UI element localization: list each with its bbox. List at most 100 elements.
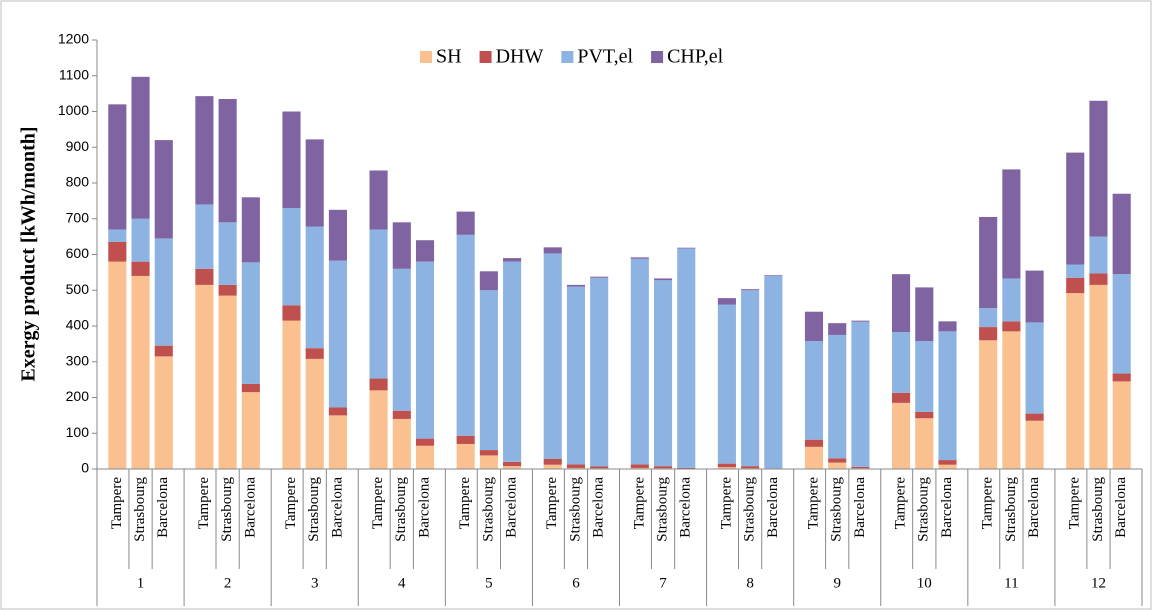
x-tick-label: Barcelona <box>939 477 955 538</box>
x-tick-label: Strasbourg <box>742 477 758 542</box>
bar-segment <box>851 321 870 467</box>
bar-segment <box>392 268 411 411</box>
bar-segment <box>566 467 586 469</box>
bar-segment <box>630 258 649 465</box>
bar-segment <box>915 411 934 419</box>
legend-label: CHP,el <box>667 46 724 68</box>
bar-segment <box>677 248 696 468</box>
y-axis-label: Exergy product [kWh/month] <box>18 126 40 381</box>
bar-segment <box>415 445 435 469</box>
bar-segment <box>282 320 301 469</box>
bar-segment <box>241 262 260 384</box>
bar-segment <box>892 402 911 469</box>
bar-segment <box>677 467 696 469</box>
bar-segment <box>1066 293 1085 469</box>
x-tick-label: Strasbourg <box>1003 477 1019 542</box>
bar-segment <box>828 334 847 459</box>
bar-segment <box>108 241 127 262</box>
bar-segment <box>938 464 957 469</box>
bar-segment <box>328 415 347 469</box>
bar-segment <box>630 257 649 259</box>
bar-segment <box>1002 278 1021 322</box>
bar-segment <box>804 439 824 447</box>
bar-segment <box>979 216 998 309</box>
bar-segment <box>241 392 260 469</box>
bar-segment <box>1089 100 1108 237</box>
y-tick-label: 500 <box>66 281 90 297</box>
bar-segment <box>543 253 562 459</box>
bar-segment <box>804 341 824 440</box>
y-tick-label: 900 <box>66 138 90 154</box>
y-tick-label: 1000 <box>58 102 89 118</box>
bar-segment <box>979 308 998 328</box>
legend-swatch <box>479 51 492 63</box>
bar-segment <box>938 460 957 465</box>
bar-segment <box>108 104 127 230</box>
group-label: 9 <box>833 575 841 591</box>
x-tick-label: Tampere <box>1067 477 1083 530</box>
bar-segment <box>328 407 347 416</box>
x-tick-label: Strasbourg <box>829 477 845 542</box>
x-tick-label: Barcelona <box>1026 477 1042 538</box>
bar-segment <box>479 271 498 291</box>
bar-segment <box>764 275 783 276</box>
y-tick-label: 800 <box>66 174 90 190</box>
x-tick-label: Tampere <box>980 477 996 530</box>
bar-segment <box>717 304 736 464</box>
bar-segment <box>369 170 388 230</box>
bar-segment <box>415 261 435 439</box>
x-tick-label: Tampere <box>370 477 386 530</box>
x-tick-label: Strasbourg <box>567 477 583 542</box>
bar-segment <box>456 211 475 235</box>
bar-segment <box>195 268 214 285</box>
x-tick-label: Barcelona <box>1113 477 1129 538</box>
bar-segment <box>590 276 609 278</box>
x-tick-label: Barcelona <box>852 477 868 538</box>
group-label: 11 <box>1004 575 1018 591</box>
bar-segment <box>1089 273 1108 285</box>
x-tick-label: Barcelona <box>155 477 171 538</box>
bar-segment <box>804 311 824 342</box>
bar-segment <box>892 332 911 393</box>
bar-segment <box>1025 270 1044 323</box>
legend-label: DHW <box>496 46 544 68</box>
x-tick-label: Tampere <box>109 477 125 530</box>
bar-segment <box>479 450 498 456</box>
bar-segment <box>1112 193 1131 275</box>
bar-segment <box>392 410 411 419</box>
bar-segment <box>979 340 998 469</box>
bar-segment <box>590 277 609 467</box>
bar-segment <box>305 348 324 359</box>
bar-segment <box>195 284 214 469</box>
y-tick-label: 1100 <box>59 66 89 82</box>
bar-segment <box>717 298 736 305</box>
x-tick-label: Tampere <box>631 477 647 530</box>
bar-segment <box>653 278 673 281</box>
bar-segment <box>456 435 475 444</box>
x-tick-label: Tampere <box>457 477 473 530</box>
bar-segment <box>915 341 934 412</box>
y-tick-label: 600 <box>66 245 90 261</box>
x-tick-label: Strasbourg <box>654 477 670 542</box>
bar-segment <box>369 378 388 391</box>
bar-segment <box>108 229 127 242</box>
bar-segment <box>543 458 562 465</box>
bar-segment <box>1089 236 1108 274</box>
bar-segment <box>305 139 324 227</box>
bar-segment <box>282 208 301 306</box>
legend-label: PVT,el <box>577 46 633 68</box>
group-label: 2 <box>224 575 232 591</box>
group-label: 1 <box>137 575 145 591</box>
bar-segment <box>369 229 388 379</box>
legend-label: SH <box>436 46 462 68</box>
bar-segment <box>1066 277 1085 294</box>
y-tick-label: 0 <box>81 460 89 476</box>
x-tick-label: Tampere <box>718 477 734 530</box>
x-tick-label: Barcelona <box>242 477 258 538</box>
x-tick-label: Tampere <box>805 477 821 530</box>
x-tick-label: Tampere <box>544 477 560 530</box>
bar-segment <box>328 260 347 408</box>
x-tick-label: Barcelona <box>329 477 345 538</box>
